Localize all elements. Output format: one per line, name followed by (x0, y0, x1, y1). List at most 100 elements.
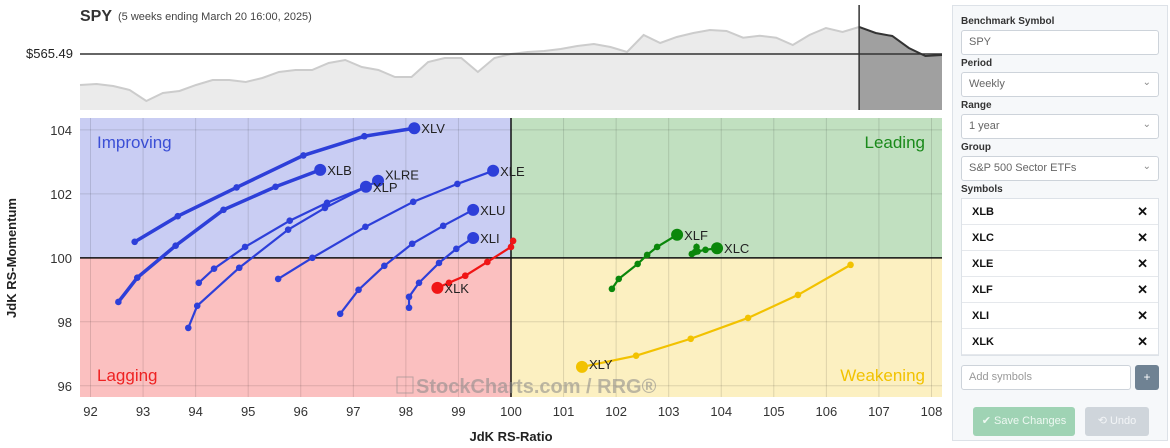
trail-point[interactable] (235, 264, 243, 272)
trail-point[interactable] (323, 199, 331, 207)
trail-point[interactable] (241, 243, 249, 251)
trail-point[interactable] (210, 265, 218, 272)
trail-point[interactable] (284, 226, 292, 233)
trail-head[interactable] (431, 281, 444, 294)
trail-xlp[interactable]: XLP (195, 180, 398, 287)
trail-point[interactable] (847, 261, 854, 269)
trail-point[interactable] (408, 240, 416, 248)
trail-point[interactable] (439, 222, 447, 230)
trail-point[interactable] (608, 285, 616, 293)
trail-point[interactable] (220, 206, 227, 214)
period-select[interactable]: Weekly ⌄ (961, 72, 1159, 97)
trail-point[interactable] (794, 291, 802, 299)
trail-point[interactable] (702, 246, 709, 254)
trail-point[interactable] (381, 262, 388, 270)
trail-point[interactable] (274, 275, 282, 283)
trail-line (187, 179, 379, 329)
benchmark-price-chart (79, 5, 943, 111)
trail-xlk[interactable]: XLK (431, 237, 517, 296)
trail-xle[interactable]: XLE (274, 164, 525, 283)
trail-point[interactable] (453, 245, 460, 253)
x-tick-label: 105 (763, 404, 785, 419)
trail-xlu[interactable]: XLU (336, 203, 506, 318)
remove-symbol-icon[interactable]: ✕ (1137, 307, 1148, 323)
trail-head[interactable] (711, 242, 724, 255)
trail-point[interactable] (634, 260, 641, 268)
trail-head[interactable] (487, 164, 500, 177)
trail-point[interactable] (309, 254, 316, 262)
trail-point[interactable] (415, 279, 423, 287)
remove-symbol-icon[interactable]: ✕ (1137, 281, 1148, 297)
range-select[interactable]: 1 year ⌄ (961, 114, 1159, 139)
trail-point[interactable] (454, 180, 461, 188)
save-changes-button[interactable]: ✔ Save Changes (973, 407, 1075, 436)
trail-point[interactable] (687, 335, 695, 343)
trail-point[interactable] (272, 183, 279, 191)
trail-xlf[interactable]: XLF (608, 228, 708, 293)
trail-point[interactable] (632, 352, 640, 360)
trail-point[interactable] (131, 238, 138, 246)
trail-head[interactable] (467, 203, 480, 216)
trail-label: XLF (684, 228, 708, 243)
trail-head[interactable] (359, 180, 372, 193)
trail-head[interactable] (671, 228, 684, 241)
trail-head[interactable] (467, 231, 480, 244)
quadrant-label: Improving (97, 133, 172, 152)
x-axis-title: JdK RS-Ratio (469, 429, 552, 444)
trail-line (198, 185, 367, 284)
undo-button[interactable]: ⟲ Undo (1085, 407, 1149, 436)
trail-head[interactable] (314, 163, 327, 176)
trail-point[interactable] (321, 204, 329, 212)
group-select[interactable]: S&P 500 Sector ETFs ⌄ (961, 156, 1159, 181)
trail-point[interactable] (435, 259, 443, 267)
trail-point[interactable] (336, 310, 344, 318)
trail-point[interactable] (405, 293, 413, 301)
trail-point[interactable] (744, 314, 752, 322)
trail-xlb[interactable]: XLB (115, 163, 352, 306)
trail-point[interactable] (409, 198, 417, 206)
trail-head[interactable] (575, 360, 588, 373)
add-symbol-button[interactable]: + (1135, 365, 1159, 390)
period-label: Period (961, 58, 993, 69)
trail-head[interactable] (408, 122, 421, 135)
remove-symbol-icon[interactable]: ✕ (1137, 203, 1148, 219)
trail-point[interactable] (174, 212, 182, 220)
trail-point[interactable] (507, 243, 515, 251)
trail-point[interactable] (193, 302, 201, 310)
add-symbols-input[interactable]: Add symbols (961, 365, 1131, 390)
trail-point[interactable] (355, 286, 362, 294)
trail-label: XLP (373, 180, 398, 195)
trail-point[interactable] (286, 217, 294, 225)
trail-point[interactable] (195, 279, 203, 287)
trail-point[interactable] (115, 298, 122, 306)
trail-xlre[interactable]: XLRE (184, 168, 419, 332)
trail-point[interactable] (643, 251, 651, 259)
trail-point[interactable] (461, 272, 469, 280)
trail-point[interactable] (362, 223, 369, 231)
trail-point[interactable] (694, 248, 701, 255)
trail-point[interactable] (361, 132, 368, 140)
remove-symbol-icon[interactable]: ✕ (1137, 255, 1148, 271)
trail-xli[interactable]: XLI (405, 231, 500, 312)
trail-point[interactable] (405, 304, 413, 312)
trail-point[interactable] (172, 242, 179, 249)
trail-xlv[interactable]: XLV (131, 121, 445, 246)
trail-point[interactable] (509, 237, 517, 245)
trail-xly[interactable]: XLY (575, 261, 854, 373)
symbol-item: XLE ✕ (962, 251, 1158, 277)
chevron-down-icon: ⌄ (1142, 119, 1151, 130)
trail-point[interactable] (133, 274, 141, 281)
trail-xlc[interactable]: XLC (688, 241, 750, 258)
trail-point[interactable] (615, 275, 623, 283)
remove-symbol-icon[interactable]: ✕ (1137, 333, 1148, 349)
trail-point[interactable] (484, 258, 491, 266)
trail-point[interactable] (300, 152, 307, 159)
trail-point[interactable] (184, 324, 192, 332)
trail-point[interactable] (233, 184, 240, 191)
recent-period-area (859, 26, 942, 111)
remove-symbol-icon[interactable]: ✕ (1137, 229, 1148, 245)
benchmark-input[interactable]: SPY (961, 30, 1159, 55)
trail-point[interactable] (445, 279, 453, 287)
trail-point[interactable] (653, 243, 661, 251)
trail-head[interactable] (372, 174, 385, 187)
